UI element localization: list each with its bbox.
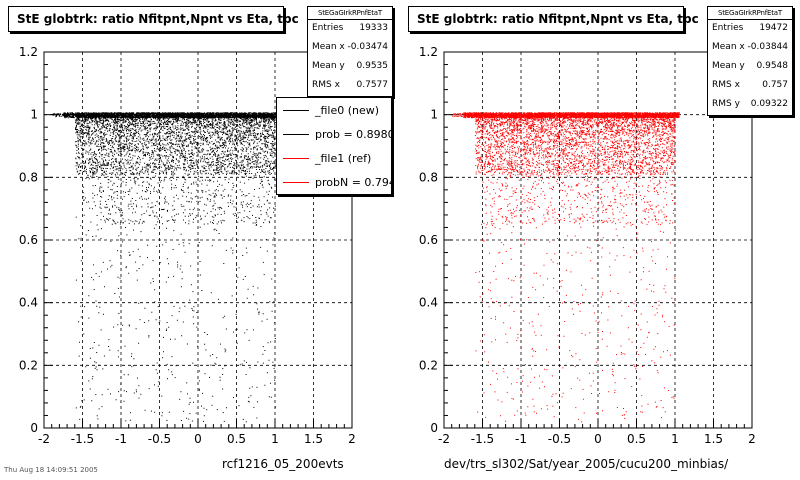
legend-entry-file1: _file1 (ref)	[277, 146, 391, 170]
stats-label: Entries	[312, 23, 344, 33]
x-tick-label: 1.5	[704, 432, 723, 446]
y-tick-label: 0.4	[419, 296, 438, 310]
y-axis-ticks: 0 0.2 0.4 0.6 0.8 1 1.2	[19, 45, 53, 435]
x-tick-label: -2	[438, 432, 450, 446]
x-tick-label: -1.5	[71, 432, 94, 446]
legend-entry-probn: probN = 0.794113	[277, 170, 391, 194]
grid-lines	[444, 52, 752, 428]
y-tick-label: 0	[30, 421, 38, 435]
y-tick-label: 0.4	[19, 296, 38, 310]
x-axis-label: dev/trs_sl302/Sat/year_2005/cucu200_minb…	[444, 457, 729, 471]
legend: _file0 (new) prob = 0.898032 _file1 (ref…	[276, 97, 392, 195]
y-tick-label: 1	[30, 108, 38, 122]
stats-value: 19333	[359, 23, 388, 33]
stats-row-rms-y: RMS y 0.09322	[708, 96, 792, 115]
x-tick-label: 0.5	[627, 432, 646, 446]
stats-value: 19472	[759, 23, 788, 33]
x-tick-label: -2	[38, 432, 50, 446]
x-axis-ticks: -2 -1.5 -1 -0.5 0 0.5 1 1.5 2	[438, 419, 756, 446]
y-axis-ticks: 0 0.2 0.4 0.6 0.8 1 1.2	[419, 45, 453, 435]
x-tick-label: 0.5	[227, 432, 246, 446]
stats-value: 0.9535	[356, 61, 389, 71]
x-tick-label: 0	[594, 432, 602, 446]
stats-row-rms-x: RMS x 0.7577	[308, 77, 392, 96]
y-tick-label: 0.6	[19, 233, 38, 247]
data-points	[452, 112, 680, 423]
legend-line-red	[283, 181, 309, 183]
legend-entry-file0: _file0 (new)	[277, 98, 391, 122]
x-tick-label: 0	[194, 432, 202, 446]
y-tick-label: 0	[430, 421, 438, 435]
stats-row-entries: Entries 19333	[308, 20, 392, 39]
y-tick-label: 0.8	[19, 170, 38, 184]
x-tick-label: 1.5	[304, 432, 323, 446]
y-tick-label: 0.2	[19, 358, 38, 372]
stats-label: Mean y	[712, 61, 745, 71]
x-axis-label: rcf1216_05_200evts	[222, 457, 344, 471]
stats-value: 0.9548	[756, 61, 789, 71]
legend-label: _file1 (ref)	[315, 151, 372, 165]
timestamp-footnote: Thu Aug 18 14:09:51 2005	[4, 466, 98, 474]
y-tick-label: 0.8	[419, 170, 438, 184]
stats-row-rms-x: RMS x 0.757	[708, 77, 792, 96]
y-tick-label: 1.2	[419, 45, 438, 59]
stats-label: RMS x	[312, 80, 340, 90]
stats-row-mean-x: Mean x -0.03474	[308, 39, 392, 58]
x-axis-ticks: -2 -1.5 -1 -0.5 0 0.5 1 1.5 2	[38, 419, 356, 446]
stats-value: 0.7577	[356, 80, 389, 90]
stats-row-mean-y: Mean y 0.9535	[308, 58, 392, 77]
data-points	[52, 112, 280, 423]
chart-panel-ref: -2 -1.5 -1 -0.5 0 0.5 1 1.5 2 0 0.2 0.4 0.6 0.8 1 1.2 S…	[400, 0, 800, 480]
stats-header: StEGaGIrkRPnfEtaT	[308, 7, 392, 20]
legend-label: _file0 (new)	[315, 103, 380, 117]
legend-line-black	[283, 133, 309, 135]
stats-label: RMS y	[712, 99, 740, 109]
stats-value: 0.09322	[750, 99, 788, 109]
stats-row-entries: Entries 19472	[708, 20, 792, 39]
x-tick-label: 1	[271, 432, 279, 446]
x-tick-label: -1	[515, 432, 527, 446]
stats-value: 0.757	[762, 80, 788, 90]
x-tick-label: 1	[671, 432, 679, 446]
x-tick-label: -1	[115, 432, 127, 446]
stats-row-mean-x: Mean x -0.03844	[708, 39, 792, 58]
x-tick-label: 2	[748, 432, 756, 446]
legend-entry-prob: prob = 0.898032	[277, 122, 391, 146]
stats-header: StEGaGIrkRPnfEtaT	[708, 7, 792, 20]
y-tick-label: 0.2	[419, 358, 438, 372]
stats-value: -0.03844	[747, 42, 788, 52]
y-tick-label: 0.6	[419, 233, 438, 247]
scatter-plot-new: -2 -1.5 -1 -0.5 0 0.5 1 1.5 2 0 0.2 0.4 0.6 0.8 1 1.2	[19, 45, 356, 446]
x-tick-label: -0.5	[148, 432, 171, 446]
chart-panel-new: -2 -1.5 -1 -0.5 0 0.5 1 1.5 2 0 0.2 0.4 0.6 0.8 1 1.2 S…	[8, 6, 393, 471]
x-tick-label: -1.5	[471, 432, 494, 446]
x-tick-label: -0.5	[548, 432, 571, 446]
stats-box: StEGaGIrkRPnfEtaT Entries 19472 Mean x -…	[707, 6, 793, 116]
stats-row-mean-y: Mean y 0.9548	[708, 58, 792, 77]
chart-title: StE globtrk: ratio Nfitpnt,Npnt vs Eta, …	[8, 6, 299, 32]
chart-title: StE globtrk: ratio Nfitpnt,Npnt vs Eta, …	[408, 6, 699, 32]
stats-box: StEGaGIrkRPnfEtaT Entries 19333 Mean x -…	[307, 6, 393, 97]
stats-value: -0.03474	[347, 42, 388, 52]
legend-label: probN = 0.794113	[315, 175, 391, 189]
stats-label: Mean x	[312, 42, 345, 52]
y-tick-label: 1.2	[19, 45, 38, 59]
scatter-points	[52, 112, 280, 423]
stats-label: Entries	[712, 23, 744, 33]
x-tick-label: 2	[348, 432, 356, 446]
stats-label: Mean y	[312, 61, 345, 71]
y-tick-label: 1	[430, 108, 438, 122]
scatter-points	[452, 112, 680, 423]
stats-label: Mean x	[712, 42, 745, 52]
stats-label: RMS x	[712, 80, 740, 90]
legend-line-red	[283, 157, 309, 159]
legend-label: prob = 0.898032	[315, 127, 391, 141]
legend-line-black	[283, 109, 309, 111]
